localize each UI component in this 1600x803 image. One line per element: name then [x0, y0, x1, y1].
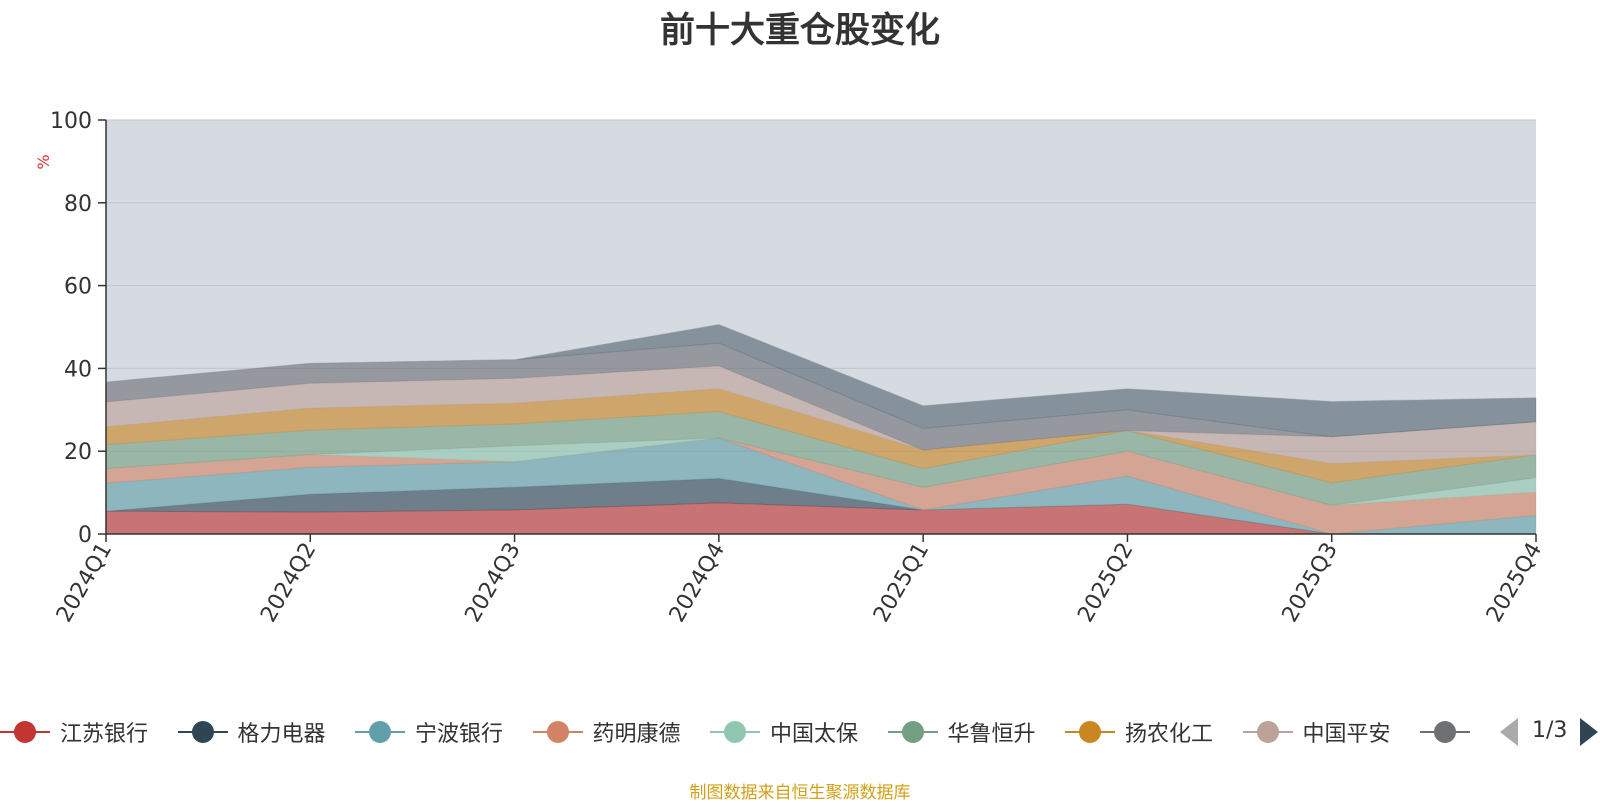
legend-label: 中国平安	[1302, 722, 1391, 747]
y-tick-label: 60	[64, 275, 92, 300]
y-tick-label: 100	[50, 109, 92, 134]
chart-plot: 0 20 40 60 80 100 2024Q1 2024Q2 2024Q3 2024Q4 2025…	[34, 109, 1547, 627]
pager-prev-icon[interactable]	[1500, 718, 1518, 746]
legend-item-8[interactable]: 贵州茅台	[1420, 712, 1472, 752]
x-tick-label: 2025Q2	[1073, 539, 1138, 627]
legend-item-5[interactable]: 华鲁恒升	[887, 712, 1036, 752]
legend-symbol-icon	[1242, 712, 1293, 752]
legend-symbol-icon	[177, 712, 228, 752]
x-tick-label: 2025Q1	[869, 539, 934, 627]
x-tick-label: 2024Q1	[52, 539, 117, 627]
legend-item-2[interactable]: 宁波银行	[355, 712, 503, 752]
legend-label: 宁波银行	[415, 722, 504, 747]
x-tick-label: 2024Q3	[460, 539, 525, 627]
y-axis-label: %	[34, 154, 53, 169]
legend-label: 格力电器	[237, 722, 326, 747]
legend-item-7[interactable]: 中国平安	[1242, 712, 1391, 752]
legend-item-3[interactable]: 药明康德	[532, 712, 681, 752]
area-series-9	[105, 323, 1537, 438]
chart-title: 前十大重仓股变化	[659, 11, 940, 51]
legend-label: 中国太保	[770, 722, 859, 747]
y-tick-label: 20	[64, 440, 92, 465]
legend-symbol-icon	[532, 712, 583, 752]
pager-page-indicator: 1/3	[1532, 718, 1568, 743]
legend-label: 扬农化工	[1125, 722, 1214, 747]
x-tick-label: 2025Q4	[1482, 539, 1547, 627]
legend-symbol-icon	[887, 712, 938, 752]
legend-label: 华鲁恒升	[947, 722, 1036, 747]
area-series-10	[105, 323, 1537, 407]
legend: 江苏银行格力电器宁波银行药明康德中国太保华鲁恒升扬农化工中国平安贵州茅台招商银行…	[0, 712, 1472, 752]
legend-item-6[interactable]: 扬农化工	[1065, 712, 1213, 752]
pager-next-icon[interactable]	[1580, 718, 1598, 746]
legend-label: 江苏银行	[60, 722, 149, 747]
legend-item-1[interactable]: 格力电器	[177, 712, 326, 752]
x-tick-label: 2024Q4	[665, 539, 730, 627]
x-tick-label: 2025Q3	[1278, 539, 1343, 627]
legend-pager: 1/3	[1500, 712, 1600, 752]
y-tick-label: 40	[64, 357, 92, 382]
y-tick-label: 80	[64, 192, 92, 217]
x-tick-label: 2024Q2	[256, 539, 321, 627]
legend-symbol-icon	[355, 712, 405, 752]
legend-symbol-icon	[710, 712, 760, 752]
y-tick-label: 0	[78, 523, 92, 548]
data-source-note: 制图数据来自恒生聚源数据库	[689, 783, 911, 803]
legend-label: 药明康德	[592, 722, 681, 747]
legend-symbol-icon	[1420, 712, 1470, 752]
legend-symbol-icon	[0, 712, 50, 752]
legend-symbol-icon	[1065, 712, 1115, 752]
legend-item-0[interactable]: 江苏银行	[0, 712, 148, 752]
legend-item-4[interactable]: 中国太保	[710, 712, 858, 752]
